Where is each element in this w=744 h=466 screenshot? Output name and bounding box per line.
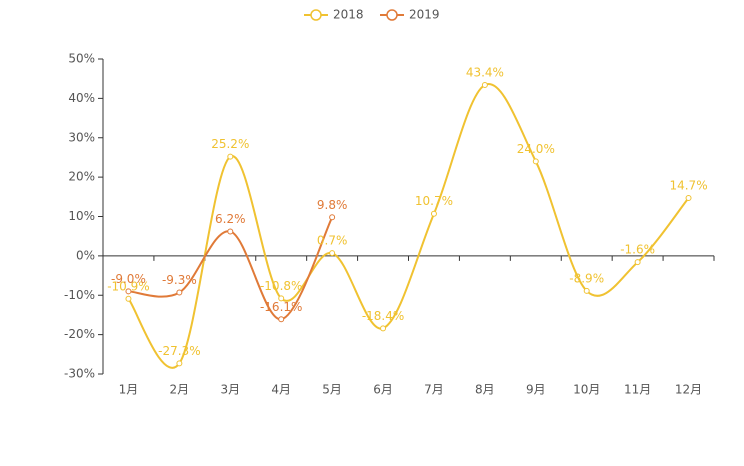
data-label: -18.4% [362,309,404,323]
x-tick-label: 3月 [220,383,240,397]
y-tick-label: 50% [68,52,95,66]
data-label: 24.0% [517,142,555,156]
x-tick-label: 12月 [675,383,702,397]
x-tick-label: 10月 [573,383,600,397]
y-tick-label: -20% [64,327,95,341]
data-point [481,81,488,88]
x-tick-label: 8月 [475,383,495,397]
y-tick-label: 20% [68,170,95,184]
legend-label: 2019 [409,8,440,22]
y-tick-label: 10% [68,209,95,223]
x-tick-label: 2月 [170,383,190,397]
series-line [127,83,690,369]
x-tick-label: 4月 [271,383,291,397]
y-tick-label: 0% [76,248,95,262]
data-point [176,289,183,296]
data-label: 6.2% [215,212,246,226]
legend-symbol [386,9,398,21]
data-point [685,194,692,201]
data-label: -10.8% [260,279,302,293]
x-tick-label: 7月 [424,383,444,397]
data-point [227,153,234,160]
data-label: -10.9% [107,279,149,293]
data-label: -27.3% [158,344,200,358]
data-point [125,295,132,302]
series-line [128,216,334,321]
data-label: 14.7% [669,178,707,192]
data-label: 9.8% [317,198,348,212]
data-label: -16.1% [260,300,302,314]
x-tick-label: 5月 [322,383,342,397]
y-tick-label: -30% [64,367,95,381]
data-label: 0.7% [317,234,348,248]
data-point [329,250,336,257]
data-point [125,288,132,295]
data-label: 25.2% [211,137,249,151]
data-label: 10.7% [415,194,453,208]
y-tick-label: -10% [64,288,95,302]
data-label: -1.6% [620,243,655,257]
data-point [329,214,336,221]
data-point [634,259,641,266]
data-point [278,316,285,323]
legend-symbol [310,9,322,21]
data-point [583,287,590,294]
x-tick-label: 6月 [373,383,393,397]
data-point [176,360,183,367]
data-label: -9.3% [162,273,197,287]
data-point [532,158,539,165]
x-tick-label: 1月 [119,383,139,397]
data-label: -9.0% [111,272,146,286]
data-label: -8.9% [569,271,604,285]
y-tick-label: 30% [68,130,95,144]
data-point [227,228,234,235]
legend-label: 2018 [333,8,364,22]
x-tick-label: 9月 [526,383,546,397]
data-point [430,210,437,217]
y-tick-label: 40% [68,91,95,105]
data-point [278,295,285,302]
x-tick-label: 11月 [624,383,651,397]
data-point [380,325,387,332]
data-label: 43.4% [466,65,504,79]
